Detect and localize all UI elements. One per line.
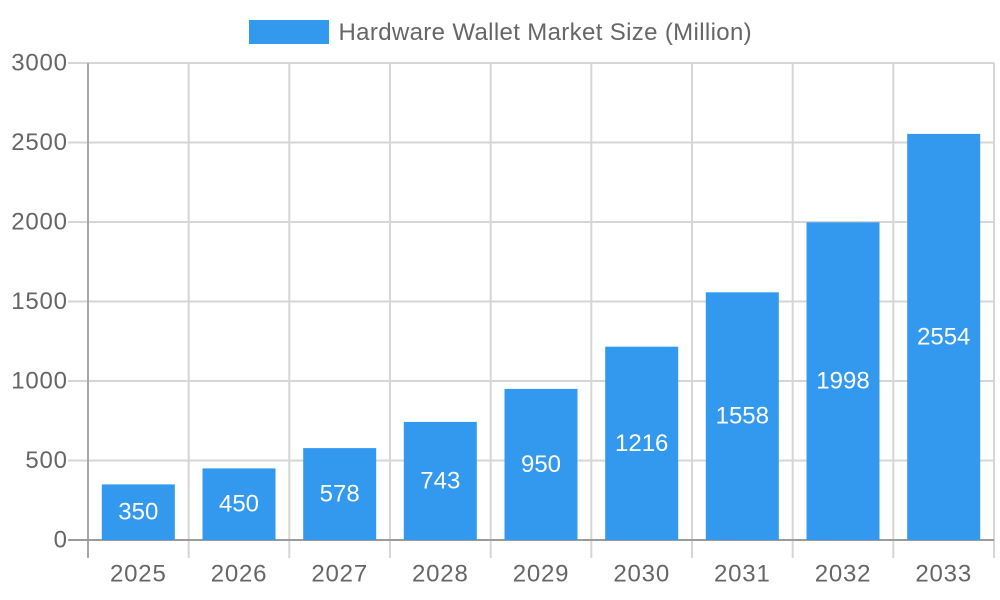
svg-text:2554: 2554 <box>917 324 970 351</box>
svg-text:Hardware Wallet Market Size (M: Hardware Wallet Market Size (Million) <box>339 19 753 46</box>
svg-text:2000: 2000 <box>11 209 68 236</box>
svg-text:2031: 2031 <box>714 561 771 588</box>
svg-text:2033: 2033 <box>915 561 972 588</box>
svg-text:2027: 2027 <box>311 561 368 588</box>
svg-text:578: 578 <box>320 481 360 508</box>
svg-text:2028: 2028 <box>412 561 469 588</box>
svg-text:500: 500 <box>25 447 67 474</box>
svg-text:2032: 2032 <box>815 561 872 588</box>
svg-text:950: 950 <box>521 451 561 478</box>
svg-text:1500: 1500 <box>11 288 68 315</box>
svg-text:0: 0 <box>54 527 68 554</box>
svg-text:743: 743 <box>420 467 460 494</box>
svg-text:2500: 2500 <box>11 129 68 156</box>
svg-text:1000: 1000 <box>11 368 68 395</box>
svg-text:3000: 3000 <box>11 50 68 77</box>
svg-text:350: 350 <box>118 499 158 526</box>
svg-text:2025: 2025 <box>110 561 167 588</box>
svg-text:2029: 2029 <box>513 561 570 588</box>
svg-text:1998: 1998 <box>816 368 869 395</box>
svg-text:2026: 2026 <box>211 561 268 588</box>
svg-text:450: 450 <box>219 491 259 518</box>
svg-text:1558: 1558 <box>716 403 769 430</box>
svg-text:2030: 2030 <box>613 561 670 588</box>
svg-text:1216: 1216 <box>615 430 668 457</box>
